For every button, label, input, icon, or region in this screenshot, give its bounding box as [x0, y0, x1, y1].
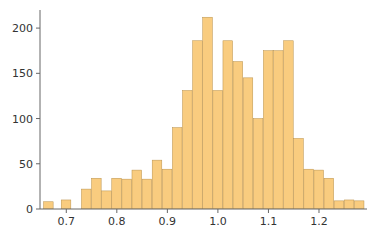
y-axis-line	[40, 10, 41, 209]
bar	[122, 179, 132, 209]
x-tick-label: 0.7	[58, 215, 76, 228]
bar	[172, 128, 182, 209]
chart-container: 0.7 0.8 0.9 1.0 1.1 1.2 0 50 100 150 200	[0, 0, 381, 235]
bar	[273, 51, 283, 209]
bar	[263, 51, 273, 209]
bar	[223, 41, 233, 209]
axes: 0.7 0.8 0.9 1.0 1.1 1.2 0 50 100 150 200	[12, 10, 367, 228]
x-tick-label: 1.0	[209, 215, 227, 228]
x-tick	[167, 209, 168, 213]
bar	[354, 201, 364, 209]
x-tick-label: 1.2	[310, 215, 328, 228]
bars	[44, 17, 364, 209]
y-tick-label: 200	[12, 22, 33, 35]
x-tick	[116, 209, 117, 213]
bar	[61, 200, 71, 209]
y-tick	[36, 163, 40, 164]
bar	[132, 170, 142, 209]
bar	[324, 178, 334, 209]
y-tick-label: 0	[26, 203, 33, 216]
bar	[203, 17, 213, 209]
x-tick-label: 0.9	[159, 215, 177, 228]
y-tick	[36, 73, 40, 74]
x-tick	[217, 209, 218, 213]
x-tick	[268, 209, 269, 213]
x-tick	[66, 209, 67, 213]
bar	[213, 91, 223, 209]
bar	[102, 191, 112, 209]
bar	[253, 119, 263, 209]
bar	[44, 202, 54, 209]
chart: 0.7 0.8 0.9 1.0 1.1 1.2 0 50 100 150 200	[0, 0, 381, 235]
bar	[314, 170, 324, 209]
bar	[334, 201, 344, 209]
y-tick	[36, 28, 40, 29]
bar	[152, 160, 162, 209]
x-axis-line	[40, 209, 367, 210]
bar	[193, 41, 203, 209]
y-tick-label: 100	[12, 113, 33, 126]
bar	[284, 41, 294, 209]
bar	[243, 78, 253, 209]
bar	[183, 91, 193, 209]
bar	[81, 189, 91, 209]
bar	[92, 178, 102, 209]
bar	[344, 200, 354, 209]
bar	[162, 169, 172, 209]
bar	[304, 169, 314, 209]
bar	[112, 178, 122, 209]
y-tick	[36, 209, 40, 210]
bar	[294, 138, 304, 209]
x-tick	[318, 209, 319, 213]
y-tick	[36, 118, 40, 119]
y-tick-label: 150	[12, 67, 33, 80]
bar	[142, 179, 152, 209]
x-tick-label: 0.8	[108, 215, 126, 228]
x-tick-label: 1.1	[260, 215, 278, 228]
bar	[233, 62, 243, 209]
y-tick-label: 50	[19, 158, 33, 171]
